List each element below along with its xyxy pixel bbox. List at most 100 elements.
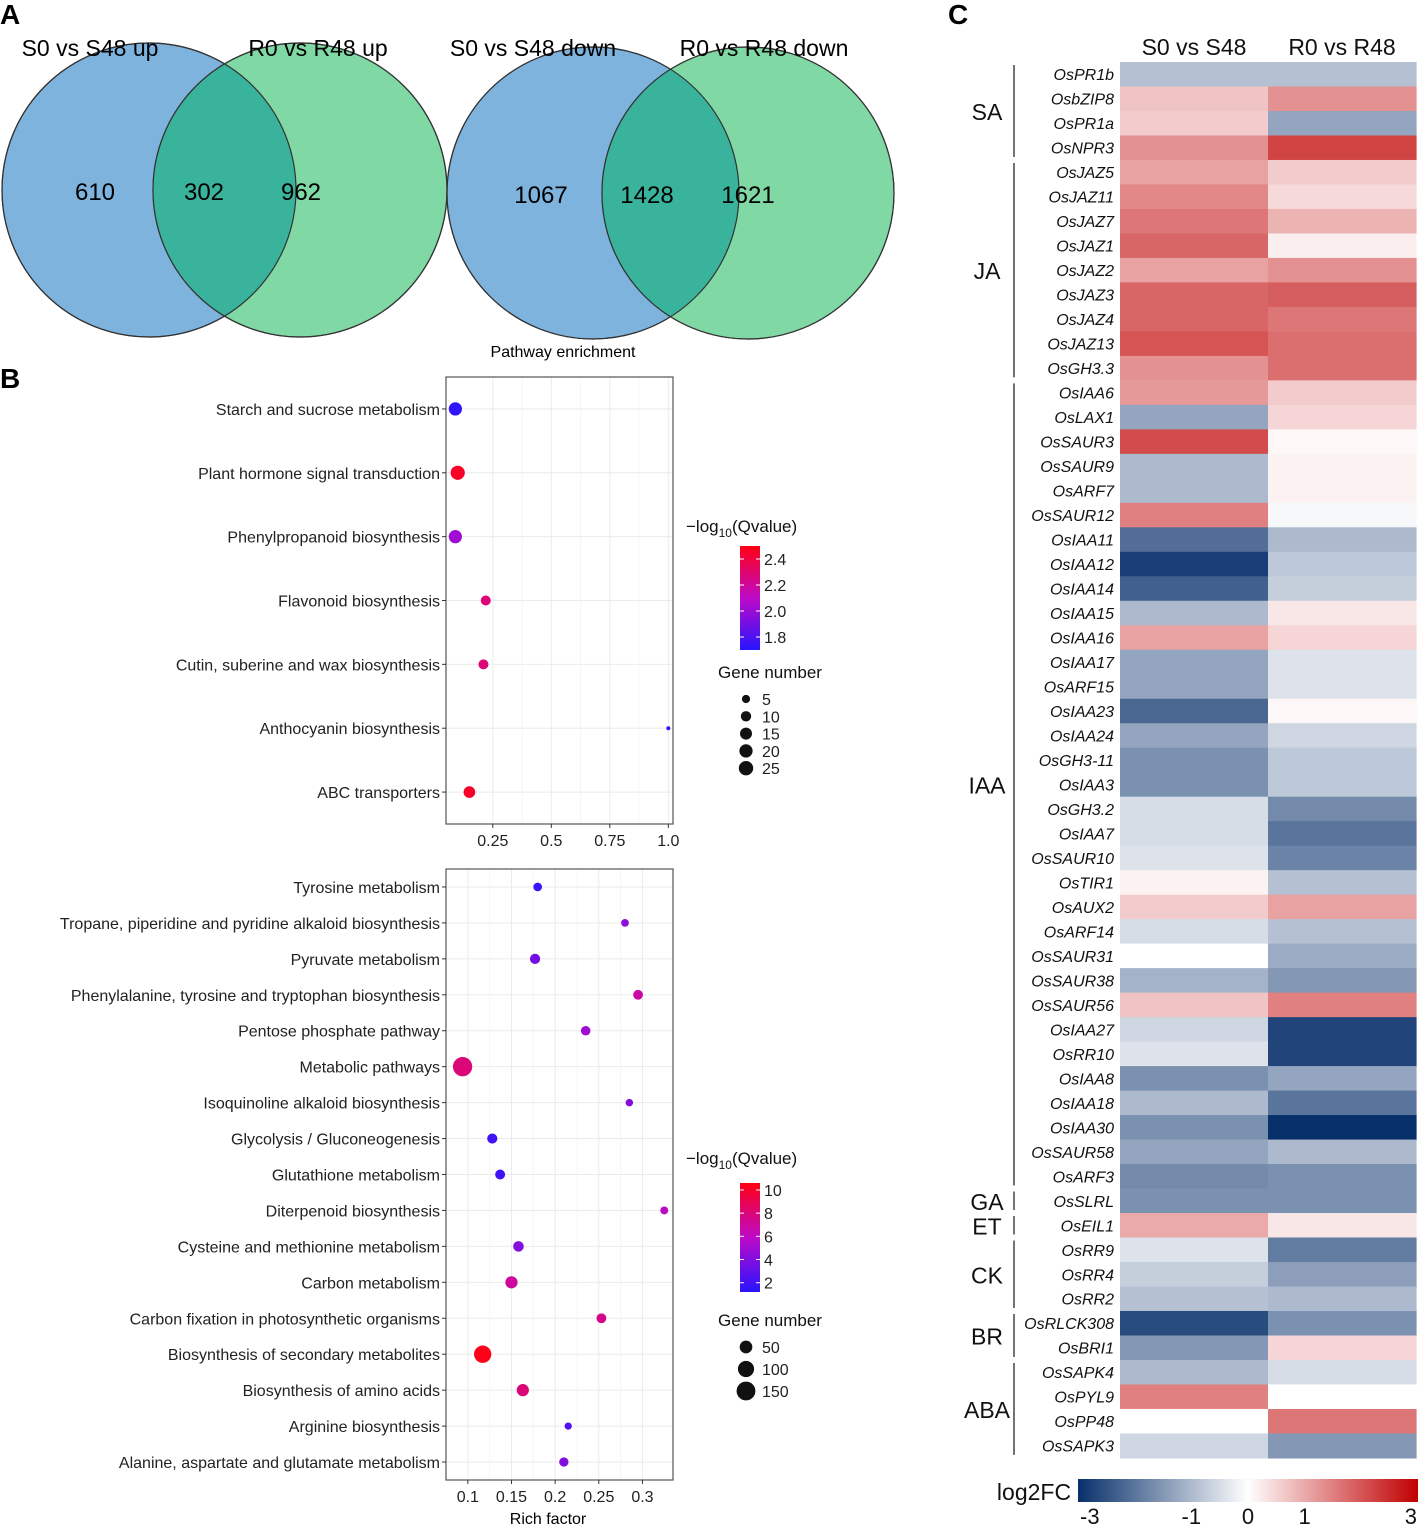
cell-ossaur10-1 — [1268, 845, 1417, 871]
gene-label-osgh3-11: OsGH3-11 — [1039, 753, 1114, 770]
cell-ossaur56-0 — [1120, 992, 1269, 1018]
pathway-label: ABC transporters — [317, 785, 440, 802]
cell-ospr1a-1 — [1268, 110, 1417, 137]
gene-label-osrlck308: OsRLCK308 — [1024, 1316, 1114, 1333]
point-diterpenoid-biosynthesis — [660, 1206, 669, 1215]
point-biosynthesis-of-amino-acids — [516, 1384, 529, 1397]
size-legend-label: 15 — [762, 727, 780, 744]
cell-osiaa11-1 — [1268, 527, 1417, 553]
color-legend-label: 2.0 — [764, 604, 786, 621]
cell-osjaz3-1 — [1268, 282, 1417, 308]
cell-osiaa30-0 — [1120, 1115, 1269, 1141]
cell-osrlck308-0 — [1120, 1310, 1269, 1337]
pathway-label: Cysteine and methionine metabolism — [178, 1239, 440, 1256]
point-pyruvate-metabolism — [529, 953, 541, 964]
gene-label-osiaa27: OsIAA27 — [1050, 1022, 1115, 1039]
size-legend-dot — [737, 1360, 755, 1378]
gene-label-ospyl9: OsPYL9 — [1054, 1390, 1114, 1407]
venn-down-left-title: S0 vs S48 down — [450, 35, 616, 61]
cell-osjaz5-0 — [1120, 159, 1269, 186]
group-label-sa: SA — [972, 99, 1003, 125]
size-legend-dot — [741, 694, 751, 704]
column-header-r0-vs-r48: R0 vs R48 — [1288, 34, 1395, 60]
cell-osjaz4-1 — [1268, 306, 1417, 332]
cell-osiaa16-0 — [1120, 625, 1269, 651]
gene-label-osjaz3: OsJAZ3 — [1056, 288, 1114, 305]
point-abc-transporters — [463, 786, 476, 798]
cell-osrlck308-1 — [1268, 1310, 1417, 1337]
cell-ossapk4-1 — [1268, 1359, 1417, 1386]
group-label-aba: ABA — [964, 1397, 1011, 1423]
cell-ossaur38-0 — [1120, 968, 1269, 994]
size-legend-dot — [740, 727, 752, 740]
pathway-label: Biosynthesis of secondary metabolites — [168, 1347, 440, 1364]
venn-up-right-count: 962 — [281, 179, 321, 206]
cell-ospr1a-0 — [1120, 110, 1269, 137]
gene-label-osjaz5: OsJAZ5 — [1056, 165, 1114, 182]
cell-ospp48-1 — [1268, 1408, 1417, 1435]
cell-osjaz4-0 — [1120, 306, 1269, 332]
cell-osjaz2-1 — [1268, 257, 1417, 284]
pathway-label: Anthocyanin biosynthesis — [259, 721, 440, 738]
pathway-label: Arginine biosynthesis — [289, 1419, 440, 1436]
color-legend-title: −log10(Qvalue) — [686, 517, 797, 540]
cell-osarf15-0 — [1120, 674, 1269, 700]
gene-label-oslax1: OsLAX1 — [1054, 410, 1114, 427]
cell-osiaa23-1 — [1268, 698, 1417, 724]
cell-ospp48-0 — [1120, 1408, 1269, 1435]
cell-ospr1b-1 — [1268, 62, 1417, 88]
cell-ossapk3-0 — [1120, 1433, 1269, 1459]
cell-osarf14-0 — [1120, 919, 1269, 945]
cell-osjaz13-0 — [1120, 331, 1269, 357]
x-tick-label: 1.0 — [657, 833, 679, 850]
group-label-iaa: IAA — [968, 772, 1006, 798]
venn-down-right-outline — [601, 46, 895, 340]
panel-label-c: C — [948, 0, 968, 30]
pathway-label: Alanine, aspartate and glutamate metabol… — [119, 1455, 440, 1472]
pathway-label: Phenylpropanoid biosynthesis — [227, 530, 440, 547]
gene-label-osjaz4: OsJAZ4 — [1056, 312, 1114, 329]
pathway-label: Phenylalanine, tyrosine and tryptophan b… — [71, 988, 440, 1005]
cell-osgh3-11-0 — [1120, 747, 1269, 773]
group-label-br: BR — [971, 1323, 1003, 1349]
column-header-s0-vs-s48: S0 vs S48 — [1142, 34, 1247, 60]
point-pentose-phosphate-pathway — [580, 1025, 591, 1036]
cell-osjaz1-0 — [1120, 233, 1269, 259]
cell-osrr10-0 — [1120, 1041, 1269, 1067]
cell-osjaz5-1 — [1268, 159, 1417, 186]
cell-osiaa6-1 — [1268, 380, 1417, 406]
gene-label-osarf15: OsARF15 — [1044, 679, 1114, 696]
cell-osarf7-0 — [1120, 478, 1269, 504]
cell-osbzip8-0 — [1120, 86, 1269, 112]
cell-oslax1-1 — [1268, 404, 1417, 430]
cell-osarf15-1 — [1268, 674, 1417, 700]
point-cutin-suberine-and-wax-biosynthesis — [478, 659, 489, 670]
group-label-et: ET — [972, 1213, 1001, 1239]
gene-label-osarf14: OsARF14 — [1044, 924, 1114, 941]
gene-label-osrr10: OsRR10 — [1053, 1047, 1114, 1064]
x-tick-label: 0.25 — [583, 1489, 614, 1506]
point-alanine-aspartate-and-glutamate-metabolism — [559, 1457, 569, 1467]
size-legend-label: 150 — [762, 1384, 789, 1401]
cell-oseil1-1 — [1268, 1213, 1417, 1239]
x-tick-label: 0.5 — [540, 833, 562, 850]
pathway-label: Carbon fixation in photosynthetic organi… — [130, 1311, 440, 1328]
point-tyrosine-metabolism — [533, 882, 543, 892]
gene-label-ossaur10: OsSAUR10 — [1031, 851, 1114, 868]
venn-up-left-count: 610 — [75, 179, 115, 206]
cell-osarf14-1 — [1268, 919, 1417, 945]
gene-label-osbri1: OsBRI1 — [1058, 1341, 1114, 1358]
venn-up: S0 vs S48 up R0 vs R48 up 610 302 962 — [1, 35, 448, 338]
gene-label-osgh3-2: OsGH3.2 — [1047, 802, 1114, 819]
cell-osgh3-2-1 — [1268, 796, 1417, 822]
cell-osjaz13-1 — [1268, 331, 1417, 357]
panel-label-b: B — [0, 363, 20, 394]
cell-osiaa8-0 — [1120, 1066, 1269, 1092]
pathway-label: Carbon metabolism — [301, 1275, 440, 1292]
gene-label-osiaa12: OsIAA12 — [1050, 557, 1114, 574]
gene-label-osnpr3: OsNPR3 — [1051, 141, 1114, 158]
pathway-label: Cutin, suberine and wax biosynthesis — [176, 657, 440, 674]
cell-osarf7-1 — [1268, 478, 1417, 504]
cell-osiaa23-0 — [1120, 698, 1269, 724]
cell-osiaa14-1 — [1268, 576, 1417, 602]
